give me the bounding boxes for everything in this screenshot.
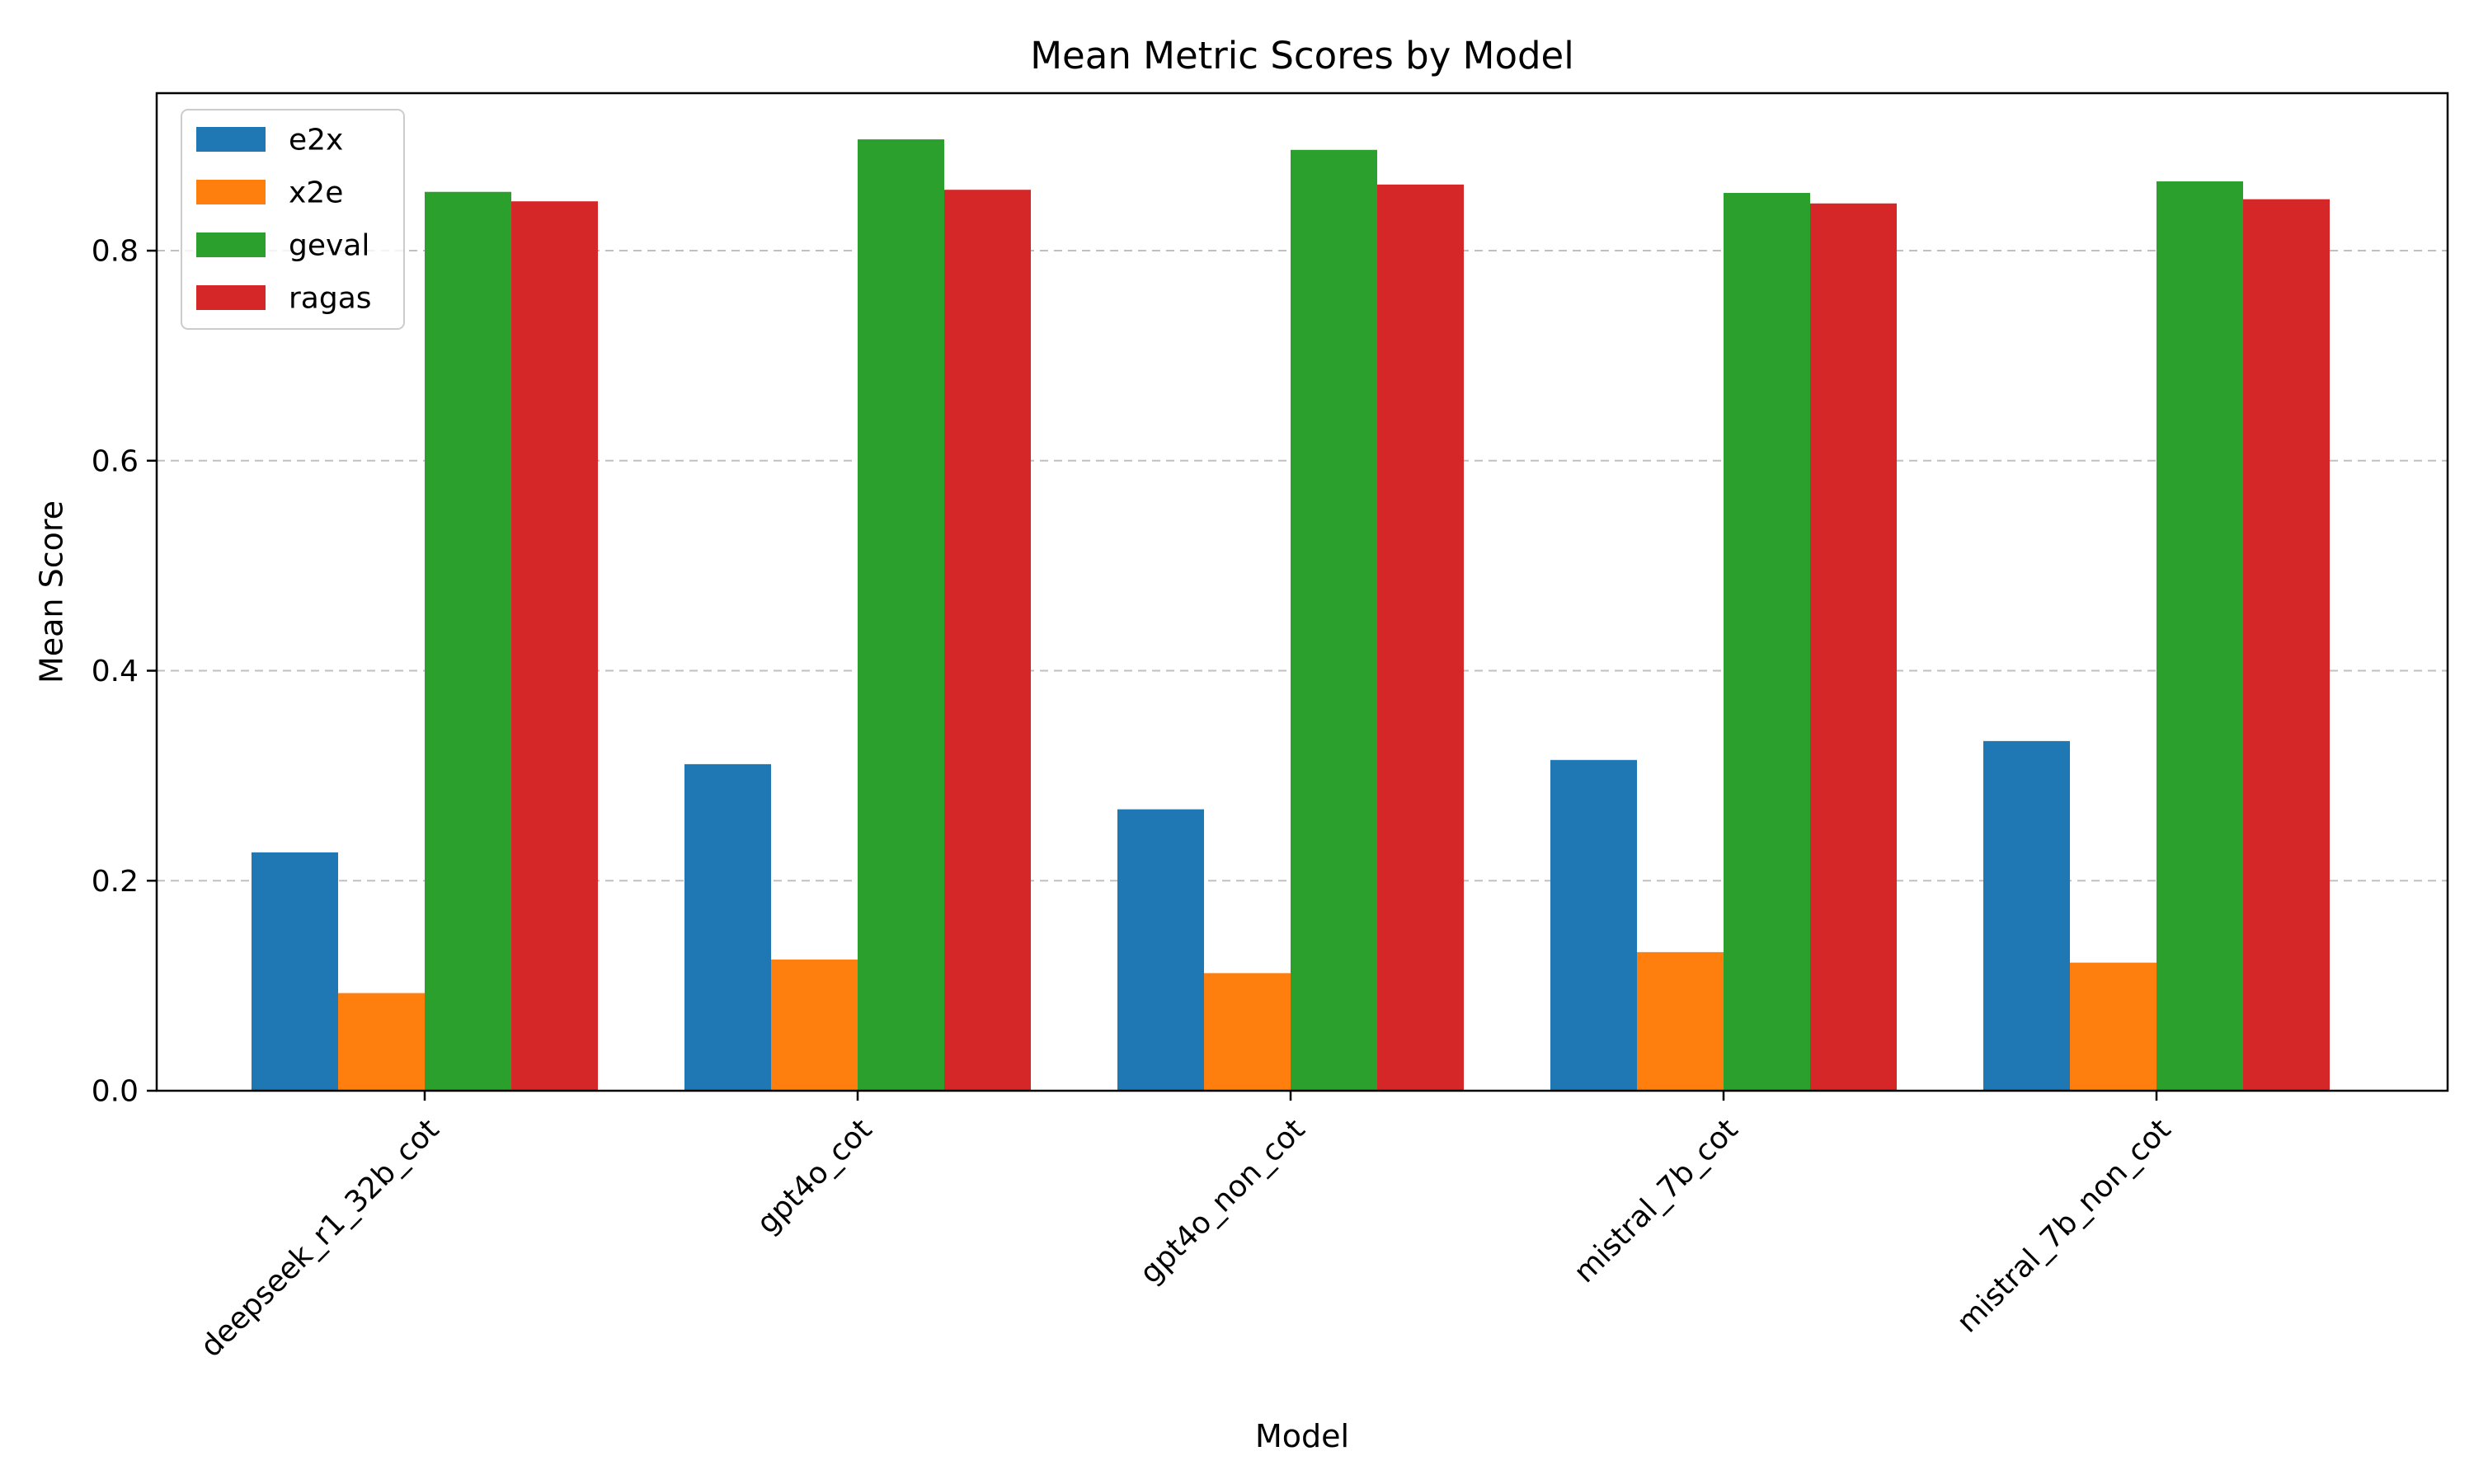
- bar-e2x-gpt4o_cot: [684, 763, 771, 1091]
- x-axis-label: Model: [1255, 1418, 1349, 1454]
- bar-x2e-gpt4o_cot: [771, 959, 858, 1091]
- y-tick-label: 0.2: [92, 865, 139, 899]
- bar-ragas-gpt4o_non_cot: [1377, 184, 1464, 1091]
- legend-swatch-x2e: [196, 180, 266, 204]
- plot-frame: [155, 92, 2449, 1092]
- legend-box: [181, 109, 405, 330]
- legend-swatch-ragas: [196, 285, 266, 310]
- legend-label-e2x: e2x: [289, 124, 343, 157]
- bar-e2x-mistral_7b_non_cot: [1983, 740, 2070, 1091]
- bar-ragas-mistral_7b_non_cot: [2243, 199, 2330, 1092]
- legend-label-x2e: x2e: [289, 176, 343, 210]
- y-tick-label: 0.4: [92, 655, 139, 688]
- legend-swatch-geval: [196, 232, 266, 257]
- bar-geval-gpt4o_cot: [858, 139, 944, 1091]
- bar-x2e-gpt4o_non_cot: [1204, 973, 1291, 1091]
- bars: [252, 139, 2330, 1092]
- bar-ragas-deepseek_r1_32b_cot: [511, 201, 598, 1092]
- bar-e2x-deepseek_r1_32b_cot: [252, 852, 338, 1091]
- bar-x2e-deepseek_r1_32b_cot: [338, 993, 425, 1091]
- bar-geval-gpt4o_non_cot: [1291, 149, 1377, 1092]
- y-axis-label: Mean Score: [33, 500, 69, 683]
- bar-geval-deepseek_r1_32b_cot: [425, 191, 511, 1091]
- bar-x2e-mistral_7b_non_cot: [2070, 962, 2157, 1091]
- y-tick-label: 0.0: [92, 1075, 139, 1109]
- chart-title: Mean Metric Scores by Model: [1030, 34, 1574, 77]
- bar-e2x-mistral_7b_cot: [1550, 759, 1637, 1091]
- y-tick-label: 0.6: [92, 444, 139, 478]
- legend-label-geval: geval: [289, 229, 369, 263]
- bar-ragas-mistral_7b_cot: [1810, 203, 1897, 1092]
- bar-geval-mistral_7b_non_cot: [2157, 181, 2243, 1091]
- y-axis-ticks: 0.0 0.2 0.4 0.6 0.8: [92, 235, 157, 1109]
- bar-x2e-mistral_7b_cot: [1637, 951, 1724, 1091]
- legend-label-ragas: ragas: [289, 282, 372, 316]
- bar-geval-mistral_7b_cot: [1724, 193, 1810, 1091]
- y-tick-label: 0.8: [92, 235, 139, 269]
- bar-ragas-gpt4o_cot: [944, 190, 1031, 1091]
- legend-swatch-e2x: [196, 127, 266, 152]
- legend: e2x x2e geval ragas: [181, 109, 405, 330]
- bar-e2x-gpt4o_non_cot: [1117, 809, 1204, 1091]
